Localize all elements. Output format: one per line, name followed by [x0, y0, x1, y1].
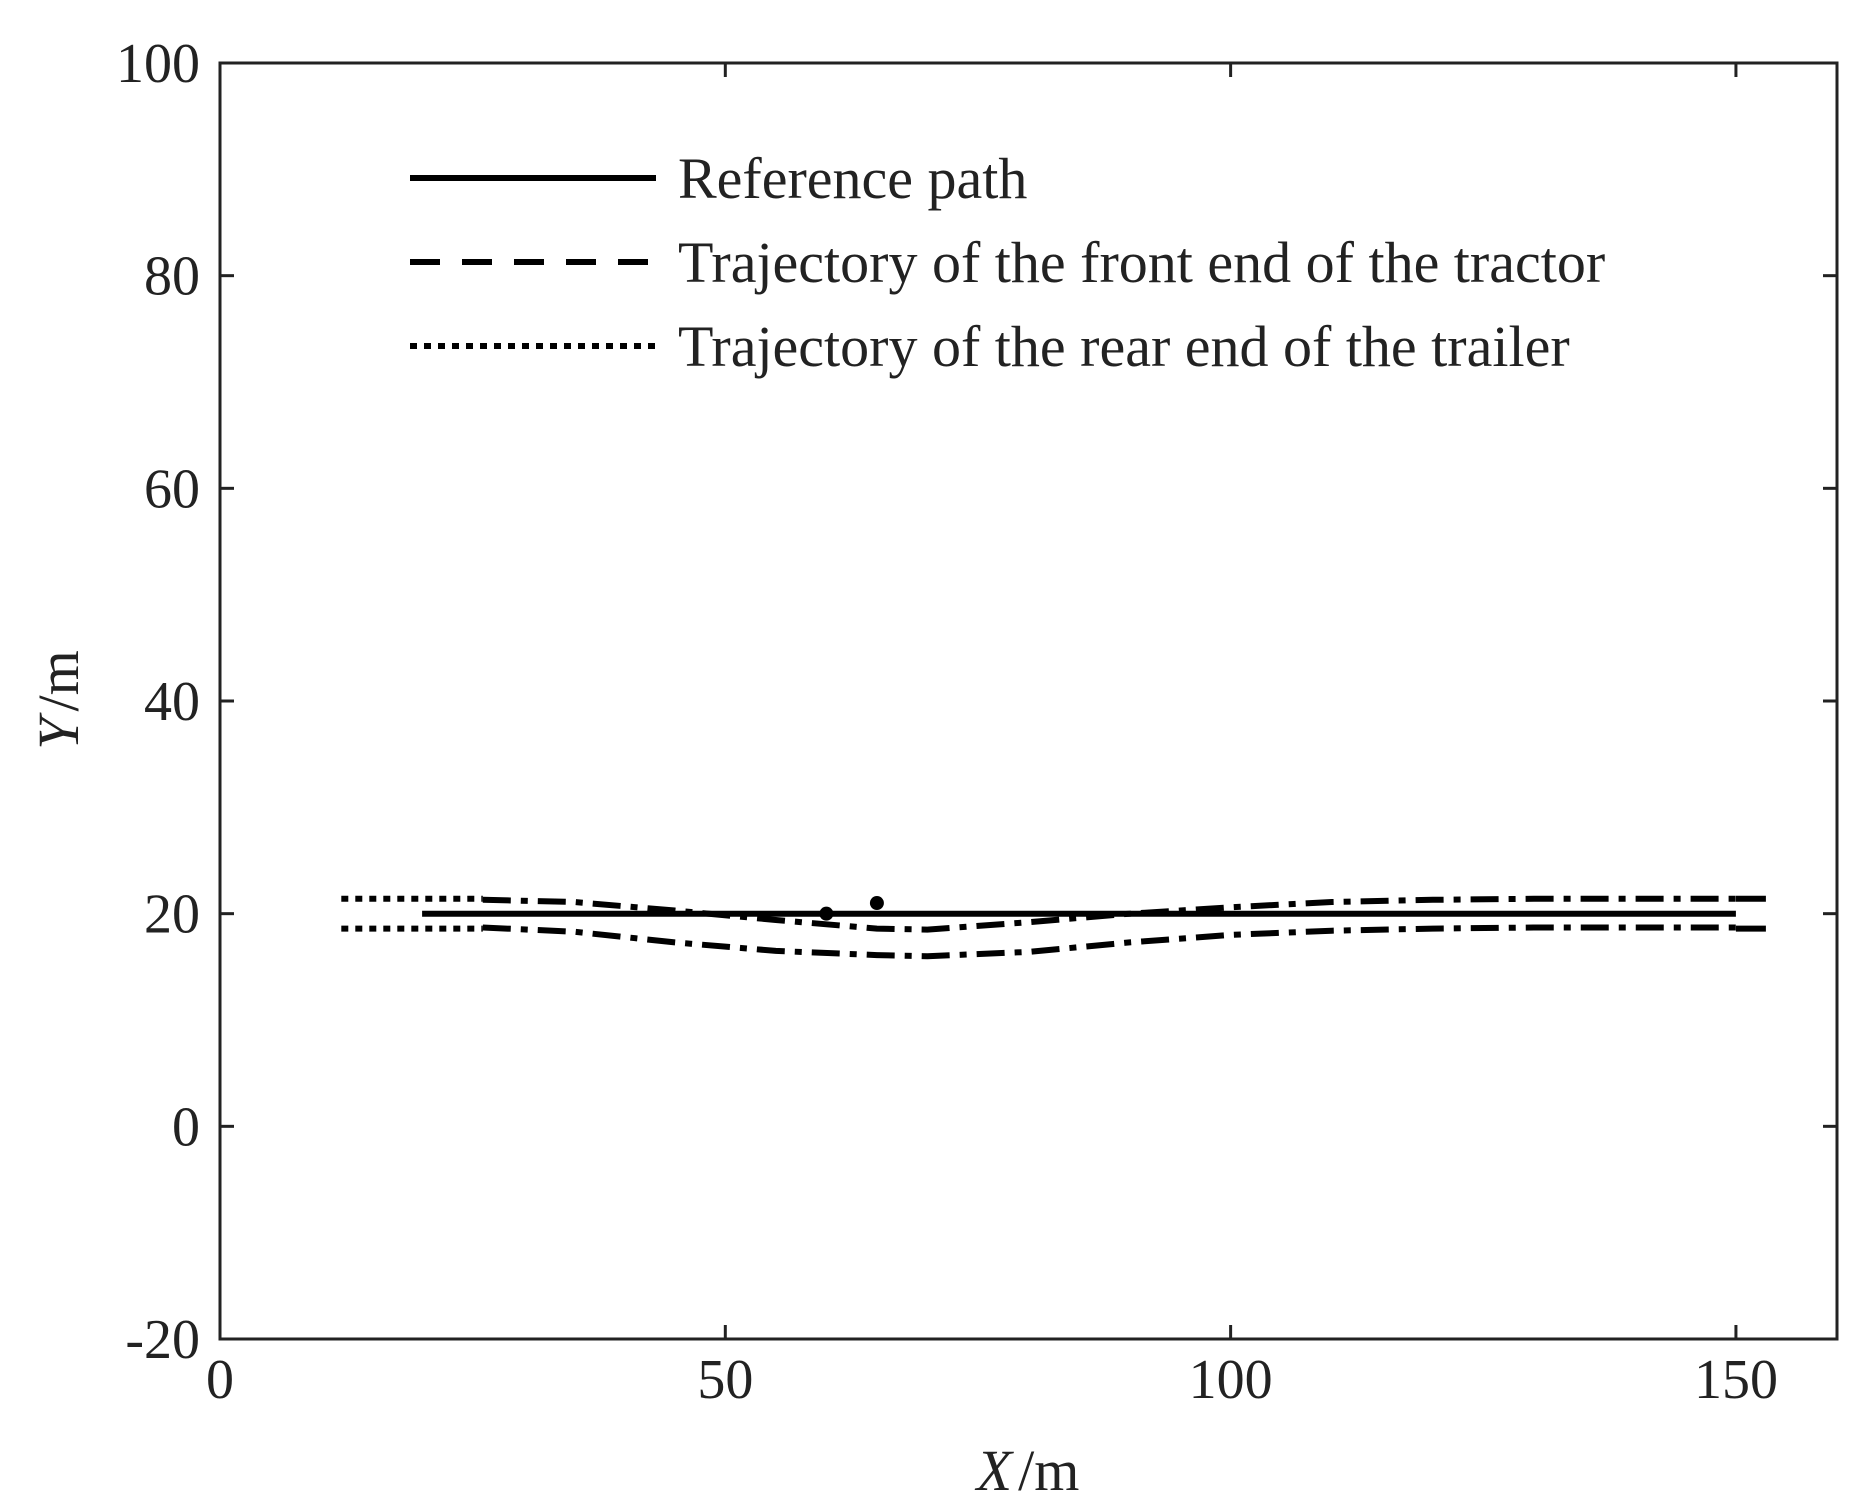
y-tick-label: 0	[172, 1096, 200, 1158]
y-tick-label: 80	[144, 246, 200, 308]
series-layer	[341, 895, 1787, 960]
y-tick-label: 20	[144, 884, 200, 946]
x-tick-label: 150	[1694, 1349, 1778, 1411]
series-line-3	[482, 895, 1736, 933]
marker-point-1	[869, 896, 884, 911]
x-axis-label-unit: /m	[1018, 1438, 1079, 1503]
legend-label-1: Trajectory of the front end of the tract…	[678, 230, 1605, 295]
legend: Reference path Trajectory of the front en…	[410, 146, 1605, 379]
x-axis-label-var: X	[975, 1438, 1015, 1503]
x-tick-label: 100	[1189, 1349, 1273, 1411]
y-tick-label: 60	[144, 458, 200, 520]
marker-point-0	[819, 906, 834, 921]
y-axis-label: Y/m	[26, 650, 91, 750]
y-tick-label: -20	[125, 1309, 200, 1371]
x-tick-label: 0	[206, 1349, 234, 1411]
series-line-4	[482, 924, 1736, 960]
y-axis-label-unit: /m	[26, 650, 91, 711]
x-tick-label: 50	[697, 1349, 753, 1411]
y-tick-label: 100	[116, 33, 200, 95]
legend-label-2: Trajectory of the rear end of the traile…	[678, 314, 1570, 379]
legend-label-0: Reference path	[678, 146, 1027, 211]
y-tick-label: 40	[144, 671, 200, 733]
y-axis-label-var: Y	[26, 712, 91, 750]
x-axis-label: X/m	[975, 1438, 1080, 1503]
